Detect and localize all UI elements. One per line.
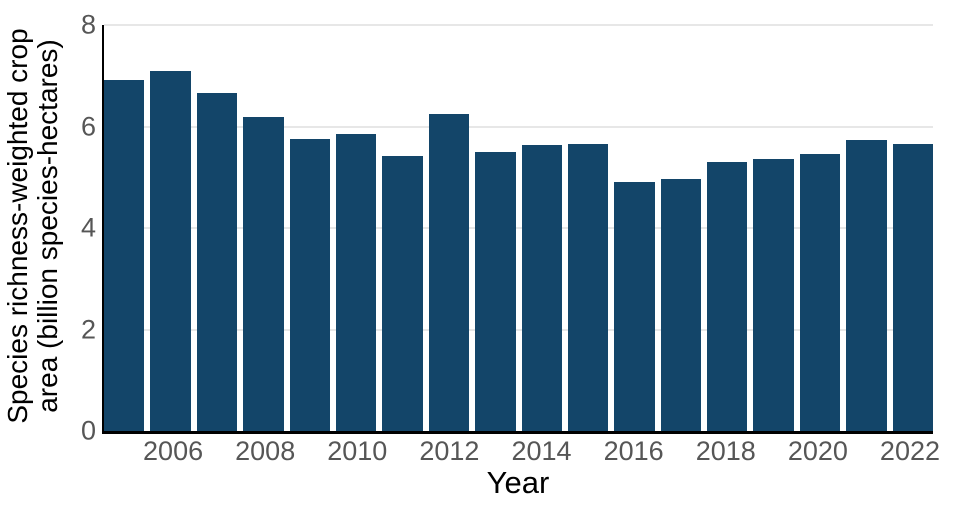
bar-2017	[660, 179, 702, 431]
gridlines	[104, 24, 933, 431]
x-tick-label-2006: 2006	[143, 436, 204, 466]
bar-2012	[428, 114, 470, 431]
gridline-6	[104, 125, 933, 128]
bar-series	[104, 25, 934, 431]
gridline-4	[104, 227, 933, 229]
gridline-8	[104, 24, 933, 26]
y-tick-label-2: 2	[80, 314, 96, 344]
bar-2021	[846, 139, 887, 431]
x-tick-label-2018: 2018	[695, 436, 756, 466]
x-tick-label-2016: 2016	[603, 436, 664, 466]
bar-2009	[289, 138, 330, 431]
bar-2020	[799, 154, 841, 431]
bar-2007	[196, 92, 238, 431]
x-axis-label: Year	[486, 465, 550, 500]
x-tick-label-2010: 2010	[327, 436, 388, 466]
bar-2005	[104, 79, 145, 431]
y-tick-label-6: 6	[80, 111, 96, 141]
x-tick-label-2020: 2020	[787, 436, 848, 466]
x-tick-label-2014: 2014	[511, 436, 572, 466]
x-tick-label-2012: 2012	[419, 436, 480, 466]
y-tick-label-4: 4	[80, 212, 96, 243]
bar-2022	[892, 143, 934, 431]
x-tick-label-2022: 2022	[879, 436, 941, 466]
y-tick-label-0: 0	[80, 415, 96, 446]
y-axis-tick-labels: 0 2 4 6 8	[0, 11, 96, 444]
x-axis-tick-labels: 2006 2008 2010 2012 2014 2016 2018 2020 2022	[104, 436, 940, 468]
bar-2015	[567, 144, 609, 431]
bar-2011	[382, 155, 423, 431]
bar-2006	[150, 71, 191, 431]
y-tick-label-8: 8	[80, 9, 96, 40]
bar-2013	[475, 151, 516, 431]
gridline-2	[104, 328, 933, 331]
bar-2008	[243, 116, 284, 431]
bar-2019	[753, 158, 794, 431]
bar-2016	[614, 181, 655, 431]
bar-2010	[335, 134, 377, 431]
bar-2018	[707, 161, 748, 431]
bar-2014	[521, 145, 562, 431]
plot-area	[102, 24, 934, 434]
x-tick-label-2008: 2008	[235, 436, 296, 466]
